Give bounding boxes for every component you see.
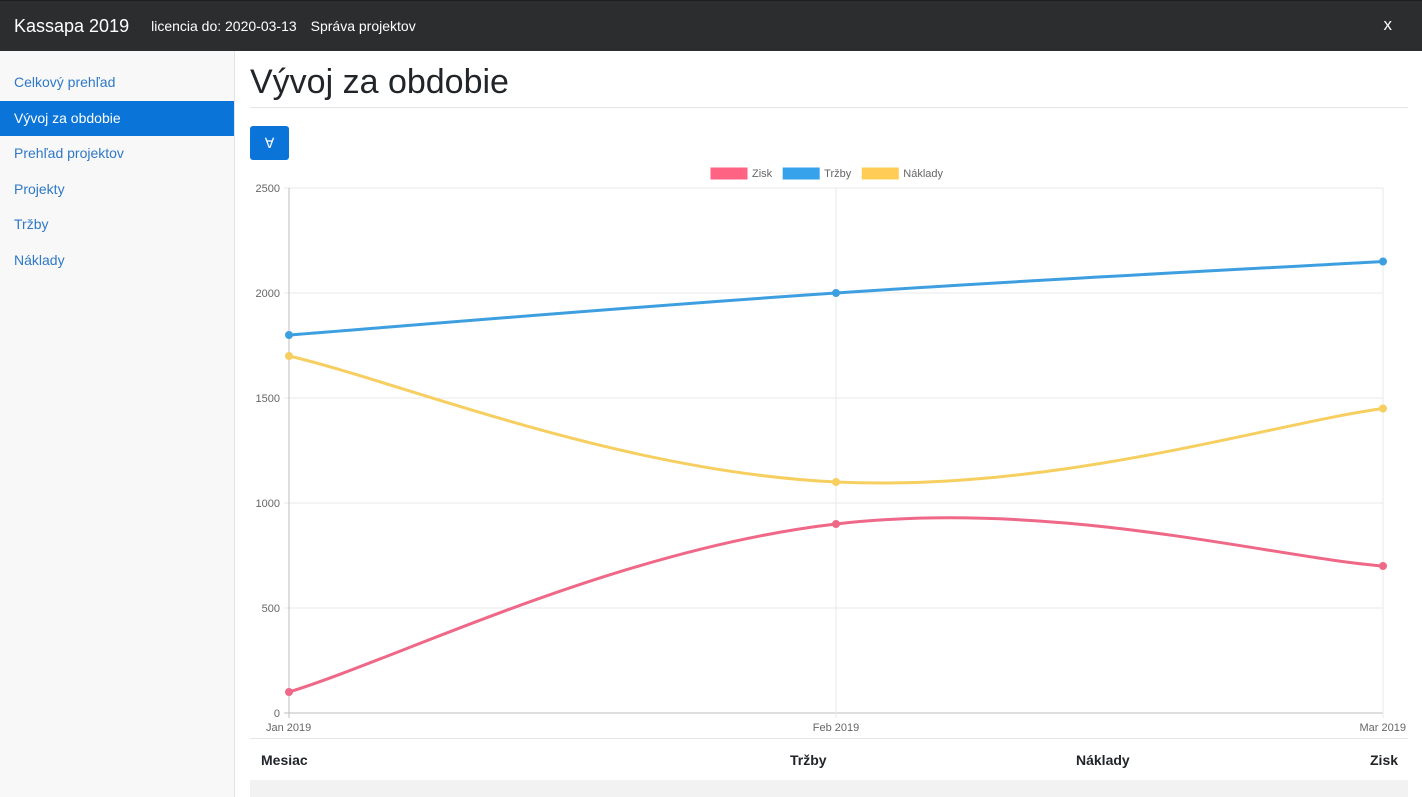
data-point-zisk	[1379, 562, 1387, 570]
legend-swatch-zisk	[709, 166, 749, 181]
data-point-trzby	[832, 289, 840, 297]
license-info: licencia do: 2020-03-13	[151, 18, 297, 34]
line-chart: 0 500 1000 1500 2000 2500 Jan 2019 Feb 2019 Mar …	[256, 166, 1406, 734]
data-point-zisk	[832, 520, 840, 528]
data-point-naklady	[1379, 404, 1387, 413]
column-header-month[interactable]: Mesiac	[261, 751, 308, 768]
legend-label-zisk: Zisk	[752, 168, 773, 180]
data-point-naklady	[285, 352, 293, 360]
title-divider	[250, 107, 1408, 108]
y-tick-label: 2000	[256, 288, 280, 300]
sidebar: Celkový prehľad Vývoj za obdobie Prehľad…	[0, 51, 235, 797]
y-tick-label: 500	[262, 603, 280, 615]
data-point-zisk	[285, 688, 293, 696]
main-content: Vývoj za obdobie ∀	[250, 51, 1408, 160]
sidebar-item-costs[interactable]: Náklady	[14, 251, 65, 268]
legend-swatch-trzby	[781, 166, 821, 181]
column-header-profit[interactable]: Zisk	[1370, 751, 1399, 768]
y-tick-label: 0	[274, 708, 280, 720]
sidebar-item-period-development[interactable]: Vývoj za obdobie	[0, 100, 234, 136]
column-header-revenue[interactable]: Tržby	[790, 751, 827, 768]
data-point-naklady	[832, 478, 840, 486]
chart-container: 0 500 1000 1500 2000 2500 Jan 2019 Feb 2019 Mar …	[250, 160, 1410, 743]
y-tick-label: 1000	[256, 498, 280, 510]
data-point-trzby	[1379, 257, 1387, 266]
legend-label-naklady: Náklady	[903, 168, 943, 180]
y-tick-label: 1500	[256, 393, 280, 405]
x-tick-label: Jan 2019	[266, 722, 311, 734]
column-header-costs[interactable]: Náklady	[1076, 751, 1130, 768]
project-management-link[interactable]: Správa projektov	[310, 18, 416, 34]
sidebar-item-revenue[interactable]: Tržby	[14, 216, 49, 232]
y-tick-label: 2500	[256, 183, 280, 195]
x-tick-label: Feb 2019	[813, 722, 859, 734]
legend-swatch-naklady	[860, 166, 900, 181]
legend-label-trzby: Tržby	[824, 168, 852, 180]
sidebar-item-overview[interactable]: Celkový prehľad	[14, 74, 116, 90]
table-header: Mesiac Tržby Náklady Zisk	[250, 738, 1408, 780]
close-button[interactable]: x	[1383, 15, 1393, 34]
sidebar-item-projects-overview[interactable]: Prehľad projektov	[14, 145, 124, 161]
table-row	[250, 780, 1408, 797]
page-title: Vývoj za obdobie	[250, 63, 509, 101]
sidebar-item-projects[interactable]: Projekty	[14, 180, 65, 197]
top-bar: Kassapa 2019 licencia do: 2020-03-13 Spr…	[0, 0, 1422, 51]
app-brand[interactable]: Kassapa 2019	[14, 15, 130, 36]
toggle-all-button[interactable]: ∀	[250, 126, 289, 160]
data-point-trzby	[285, 331, 293, 339]
x-tick-label: Mar 2019	[1360, 722, 1406, 734]
